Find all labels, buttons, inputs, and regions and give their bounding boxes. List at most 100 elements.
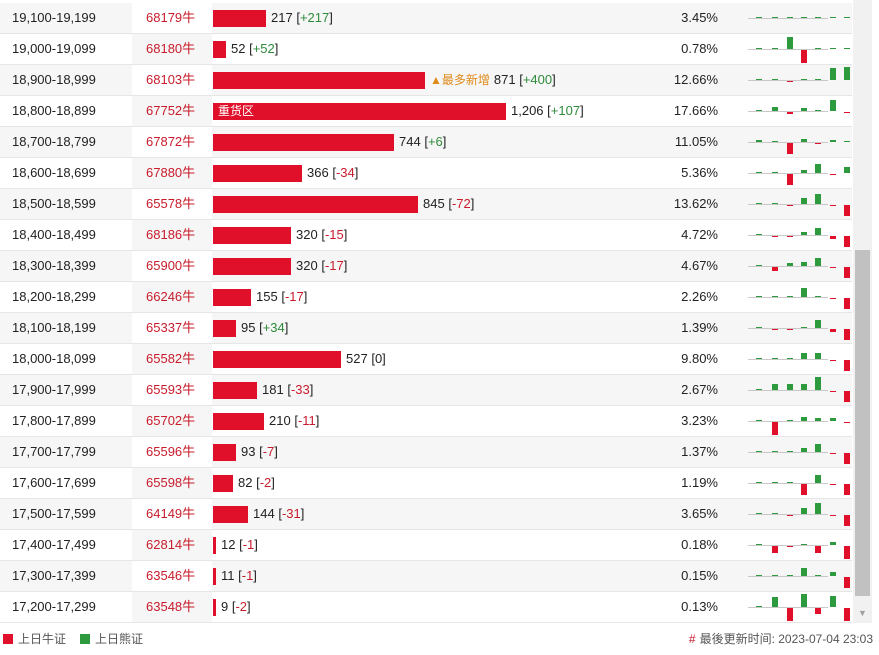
warrant-code-link[interactable]: 65578牛 (146, 196, 196, 211)
warrant-code-link[interactable]: 64149牛 (146, 506, 196, 521)
percentage: 0.78% (681, 41, 718, 56)
sparkline-bar (844, 484, 850, 495)
sparkline-bar (830, 596, 836, 607)
sparkline-baseline (748, 173, 828, 174)
sparkline-bar (801, 448, 807, 452)
warrant-code-link[interactable]: 63546牛 (146, 568, 196, 583)
warrant-code-link[interactable]: 68103牛 (146, 72, 196, 87)
sparkline-baseline (748, 111, 828, 112)
table-row[interactable]: 18,300-18,399 65900牛 320 [-17] 4.67% (0, 251, 865, 282)
sparkline-bar (844, 515, 850, 526)
count-bar (213, 444, 236, 461)
change-value: -7 (262, 444, 275, 459)
change-value: +400 (522, 72, 553, 87)
change-value: +6 (427, 134, 443, 149)
count-value: 12 [-1] (221, 537, 258, 552)
warrant-code-link[interactable]: 62814牛 (146, 537, 196, 552)
table-row[interactable]: 17,300-17,399 63546牛 11 [-1] 0.15% (0, 561, 865, 592)
sparkline-bar (815, 320, 821, 328)
legend-bear: 上日熊证 (80, 630, 143, 648)
table-row[interactable]: 18,800-18,899 67752牛 重货区 1,206 [+107] 17.66% (0, 96, 865, 127)
sparkline-bar (801, 327, 807, 328)
table-row[interactable]: 17,400-17,499 62814牛 12 [-1] 0.18% (0, 530, 865, 561)
sparkline-bar (801, 139, 807, 142)
change-value: -1 (242, 537, 255, 552)
price-range: 18,300-18,399 (12, 258, 96, 273)
scrollbar-thumb[interactable] (855, 250, 870, 596)
daily-change-sparkline (748, 34, 865, 64)
table-row[interactable]: 18,400-18,499 68186牛 320 [-15] 4.72% (0, 220, 865, 251)
sparkline-bar (756, 389, 762, 390)
sparkline-bar (787, 236, 793, 237)
change-value: -31 (281, 506, 301, 521)
sparkline-bar (772, 17, 778, 18)
warrant-code-link[interactable]: 67752牛 (146, 103, 196, 118)
percentage: 2.26% (681, 289, 718, 304)
table-row[interactable]: 18,600-18,699 67880牛 366 [-34] 5.36% (0, 158, 865, 189)
count-number: 1,206 (511, 103, 544, 118)
table-row[interactable]: 18,000-18,099 65582牛 527 [0] 9.80% (0, 344, 865, 375)
table-row[interactable]: 18,900-18,999 68103牛 ▲最多新增 871 [+400] 12.66% (0, 65, 865, 96)
warrant-code-link[interactable]: 68186牛 (146, 227, 196, 242)
warrant-code-link[interactable]: 66246牛 (146, 289, 196, 304)
sparkline-bar (772, 172, 778, 173)
warrant-code-link[interactable]: 65596牛 (146, 444, 196, 459)
price-range: 18,900-18,999 (12, 72, 96, 87)
legend-bull-label: 上日牛证 (18, 632, 67, 646)
price-range: 17,900-17,999 (12, 382, 96, 397)
warrant-code-link[interactable]: 65582牛 (146, 351, 196, 366)
warrant-code-link[interactable]: 65900牛 (146, 258, 196, 273)
warrant-code-link[interactable]: 67880牛 (146, 165, 196, 180)
sparkline-bar (844, 391, 850, 402)
price-range: 19,000-19,099 (12, 41, 96, 56)
count-bar (213, 320, 236, 337)
table-row[interactable]: 18,100-18,199 65337牛 95 [+34] 1.39% (0, 313, 865, 344)
table-row[interactable]: 19,100-19,199 68179牛 217 [+217] 3.45% (0, 3, 865, 34)
table-row[interactable]: 18,700-18,799 67872牛 744 [+6] 11.05% (0, 127, 865, 158)
sparkline-bar (844, 453, 850, 464)
warrant-code-link[interactable]: 65337牛 (146, 320, 196, 335)
sparkline-bar (772, 79, 778, 80)
percentage: 11.05% (674, 134, 718, 149)
warrant-code-link[interactable]: 63548牛 (146, 599, 196, 614)
warrant-code-link[interactable]: 67872牛 (146, 134, 196, 149)
warrant-code-link[interactable]: 68179牛 (146, 10, 196, 25)
change-value: -33 (290, 382, 310, 397)
table-row[interactable]: 17,800-17,899 65702牛 210 [-11] 3.23% (0, 406, 865, 437)
sparkline-bar (830, 391, 836, 392)
percentage: 0.15% (681, 568, 718, 583)
sparkline-bar (844, 17, 850, 18)
vertical-scrollbar[interactable]: ▼ (853, 0, 872, 623)
count-bar (213, 258, 291, 275)
warrant-code-link[interactable]: 65598牛 (146, 475, 196, 490)
table-row[interactable]: 18,500-18,599 65578牛 845 [-72] 13.62% (0, 189, 865, 220)
sparkline-bar (772, 482, 778, 483)
table-row[interactable]: 17,200-17,299 63548牛 9 [-2] 0.13% (0, 592, 865, 623)
count-value: 366 [-34] (307, 165, 359, 180)
table-row[interactable]: 17,600-17,699 65598牛 82 [-2] 1.19% (0, 468, 865, 499)
daily-change-sparkline (748, 375, 865, 405)
sparkline-bar (787, 358, 793, 359)
change-value: -1 (241, 568, 254, 583)
warrant-code-cell: 67872牛 (132, 127, 212, 157)
count-value: 181 [-33] (262, 382, 314, 397)
change-value: +52 (252, 41, 275, 56)
warrant-code-link[interactable]: 65702牛 (146, 413, 196, 428)
sparkline-bar (801, 17, 807, 18)
sparkline-bar (830, 329, 836, 332)
table-row[interactable]: 18,200-18,299 66246牛 155 [-17] 2.26% (0, 282, 865, 313)
table-row[interactable]: 17,900-17,999 65593牛 181 [-33] 2.67% (0, 375, 865, 406)
scroll-down-arrow-icon[interactable]: ▼ (858, 608, 867, 618)
sparkline-bar (830, 17, 836, 18)
sparkline-bar (756, 265, 762, 266)
table-row[interactable]: 19,000-19,099 68180牛 52 [+52] 0.78% (0, 34, 865, 65)
table-row[interactable]: 17,700-17,799 65596牛 93 [-7] 1.37% (0, 437, 865, 468)
sparkline-bar (756, 203, 762, 204)
count-number: 217 (271, 10, 293, 25)
table-row[interactable]: 17,500-17,599 64149牛 144 [-31] 3.65% (0, 499, 865, 530)
daily-change-sparkline (748, 313, 865, 343)
count-number: 744 (399, 134, 421, 149)
warrant-code-link[interactable]: 65593牛 (146, 382, 196, 397)
sparkline-bar (756, 48, 762, 49)
warrant-code-link[interactable]: 68180牛 (146, 41, 196, 56)
